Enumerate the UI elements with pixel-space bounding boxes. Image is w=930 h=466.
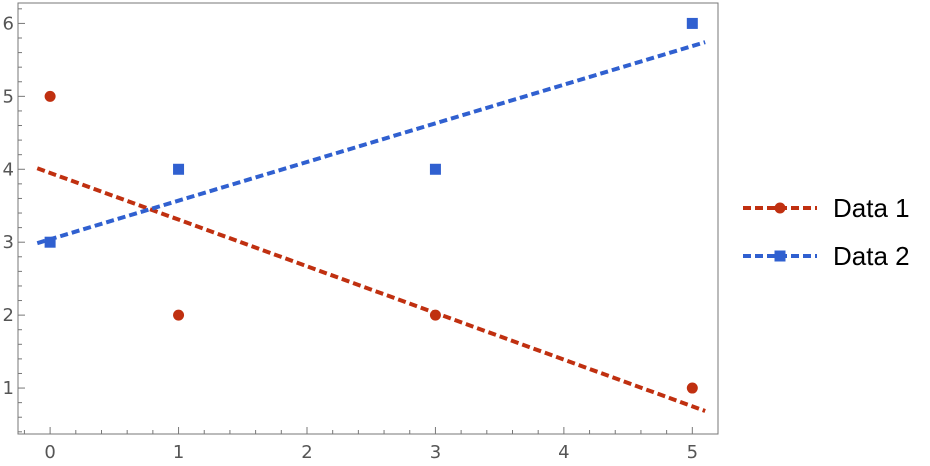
y-axis: 1 2 3 4 5 6 — [3, 8, 25, 433]
legend-label: Data 1 — [833, 193, 910, 223]
y-tick-label: 2 — [3, 305, 14, 326]
x-tick-label: 2 — [301, 442, 312, 463]
data-point — [173, 309, 185, 321]
x-tick-label: 1 — [173, 442, 184, 463]
x-tick-label: 3 — [430, 442, 441, 463]
legend: Data 1 Data 2 — [743, 193, 910, 271]
data-points — [44, 17, 698, 394]
data-point — [173, 163, 185, 175]
x-axis: 0 1 2 3 4 5 — [23, 427, 719, 463]
legend-marker — [774, 202, 786, 214]
fit-line — [36, 166, 706, 413]
plot-frame — [17, 2, 719, 435]
data-point — [429, 309, 441, 321]
y-tick-label: 5 — [3, 86, 14, 107]
y-tick-label: 6 — [3, 13, 14, 34]
data-point — [429, 163, 441, 175]
legend-marker — [774, 250, 786, 262]
x-tick-label: 0 — [44, 442, 55, 463]
data-point — [686, 17, 698, 29]
data-point — [686, 382, 698, 394]
x-tick-label: 4 — [558, 442, 569, 463]
y-tick-label: 3 — [3, 232, 14, 253]
y-tick-label: 4 — [3, 159, 14, 180]
fit-lines — [36, 40, 706, 413]
data-point — [44, 90, 56, 102]
y-tick-label: 1 — [3, 378, 14, 399]
x-tick-label: 5 — [687, 442, 698, 463]
fit-line — [36, 40, 706, 246]
legend-label: Data 2 — [833, 241, 910, 271]
data-point — [44, 236, 56, 248]
